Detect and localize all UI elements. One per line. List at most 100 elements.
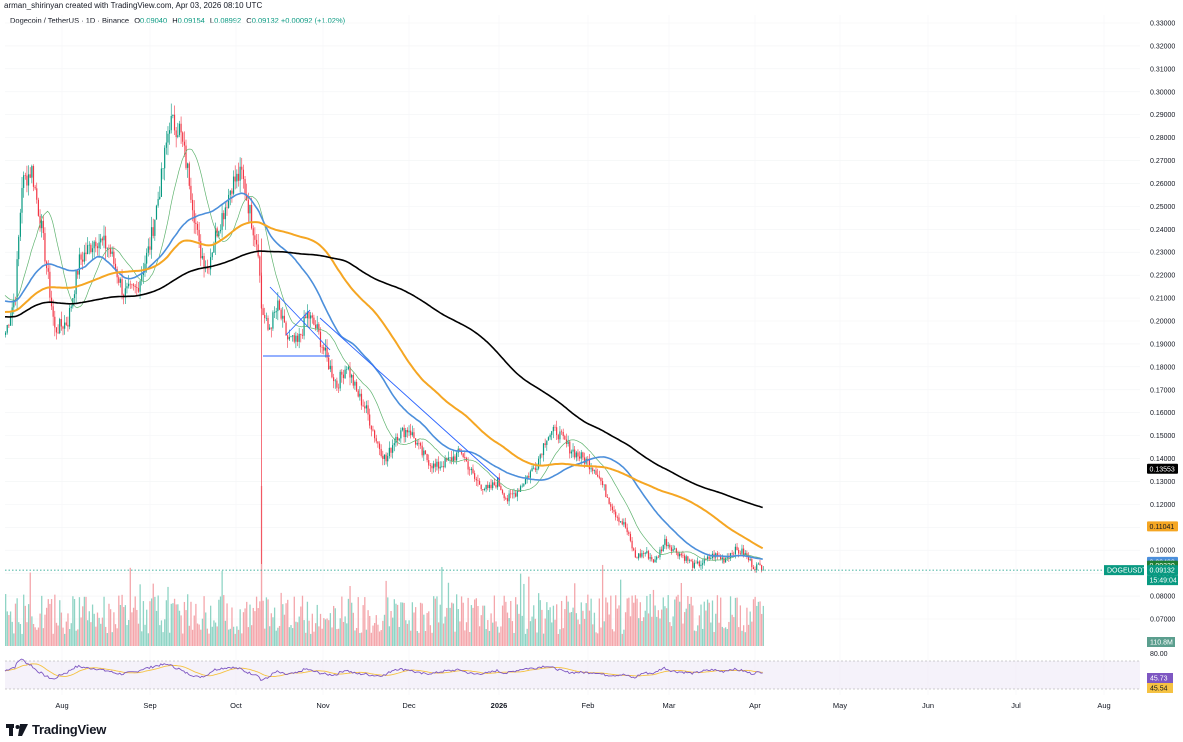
candle-body — [597, 474, 599, 477]
volume-bar — [437, 622, 440, 646]
volume-bar — [306, 601, 309, 646]
volume-bar — [111, 632, 113, 646]
candle-body — [759, 563, 761, 566]
volume-bar — [372, 625, 374, 646]
candle-body — [383, 454, 386, 459]
candle-body — [351, 374, 353, 378]
candle-body — [90, 244, 92, 253]
candle-body — [231, 190, 233, 194]
volume-bar — [400, 602, 402, 646]
volume-bar — [641, 621, 643, 646]
volume-bar — [542, 633, 545, 646]
volume-bar — [601, 564, 604, 646]
volume-bar — [447, 582, 450, 646]
candle-body — [213, 244, 215, 253]
candle-body — [431, 465, 433, 469]
volume-bar — [593, 612, 596, 646]
volume-bar — [647, 613, 650, 646]
candle-body — [501, 490, 504, 494]
candle-body — [316, 324, 318, 329]
candle-body — [196, 224, 199, 230]
price-tag-label: 0.11041 — [1150, 524, 1175, 531]
candle-body — [241, 166, 243, 170]
candle-body — [547, 437, 550, 441]
candle-body — [36, 188, 38, 200]
candle-body — [488, 484, 490, 489]
candle-body — [679, 553, 681, 557]
candle-body — [556, 427, 558, 436]
candle-body — [664, 538, 666, 545]
volume-bar — [706, 599, 709, 646]
volume-bar — [541, 609, 543, 646]
volume-bar — [451, 602, 453, 646]
candle-body — [705, 558, 707, 560]
price-tick-label: 0.30000 — [1150, 89, 1175, 96]
volume-bar — [242, 612, 245, 646]
candle-body — [49, 271, 51, 298]
rsi-band — [5, 661, 1140, 689]
candle-body — [180, 123, 182, 133]
candle-body — [55, 327, 58, 333]
candle-body — [731, 553, 733, 554]
volume-bar — [269, 626, 271, 646]
candle-body — [401, 427, 404, 431]
candle-body — [342, 374, 345, 379]
candle-body — [103, 235, 105, 241]
volume-bar — [185, 610, 187, 646]
candle-body — [624, 522, 627, 528]
volume-bar — [547, 610, 550, 646]
volume-bar — [316, 604, 318, 646]
candle-body — [474, 473, 476, 479]
volume-bar — [155, 610, 158, 646]
legend-close-label: C — [246, 16, 252, 25]
volume-bar — [285, 603, 287, 646]
volume-bar — [198, 624, 200, 646]
candle-body — [415, 438, 417, 445]
volume-bar — [19, 624, 22, 646]
candle-body — [710, 558, 712, 559]
volume-bar — [726, 628, 728, 646]
volume-bar — [62, 627, 64, 646]
candle-body — [272, 312, 274, 329]
volume-bar — [493, 595, 496, 646]
volume-bar — [711, 600, 714, 646]
volume-bar — [687, 596, 689, 646]
candle-body — [155, 205, 158, 220]
volume-bar — [8, 615, 10, 646]
candle-body — [172, 114, 174, 116]
candle-body — [164, 147, 166, 169]
candle-body — [682, 555, 684, 556]
volume-bar — [396, 604, 399, 646]
volume-bar — [321, 628, 323, 646]
volume-bar — [603, 621, 605, 646]
candle-body — [370, 425, 372, 430]
candle-body — [428, 460, 430, 466]
candle-body — [305, 316, 307, 319]
volume-bar — [510, 600, 512, 646]
volume-bar — [598, 598, 600, 646]
candle-body — [182, 132, 184, 142]
price-tick-label: 0.32000 — [1150, 43, 1175, 50]
volume-bar — [352, 612, 354, 646]
price-tag — [1147, 521, 1178, 532]
candle-body — [87, 245, 89, 255]
candle-body — [310, 315, 312, 319]
volume-bar — [223, 595, 225, 646]
candle-body — [396, 436, 399, 441]
candle-body — [347, 366, 349, 370]
volume-bar — [264, 628, 266, 646]
volume-bar — [557, 633, 559, 646]
volume-bar — [221, 570, 223, 646]
volume-bar — [752, 599, 755, 646]
volume-bar — [78, 597, 81, 646]
volume-bar — [13, 633, 15, 646]
volume-bar — [464, 630, 466, 646]
volume-bar — [39, 613, 41, 646]
volume-bar — [27, 604, 30, 646]
candle-body — [421, 445, 423, 456]
candle-body — [623, 522, 625, 525]
candle-body — [150, 227, 153, 250]
volume-bar — [259, 601, 261, 646]
volume-bar — [96, 612, 99, 646]
